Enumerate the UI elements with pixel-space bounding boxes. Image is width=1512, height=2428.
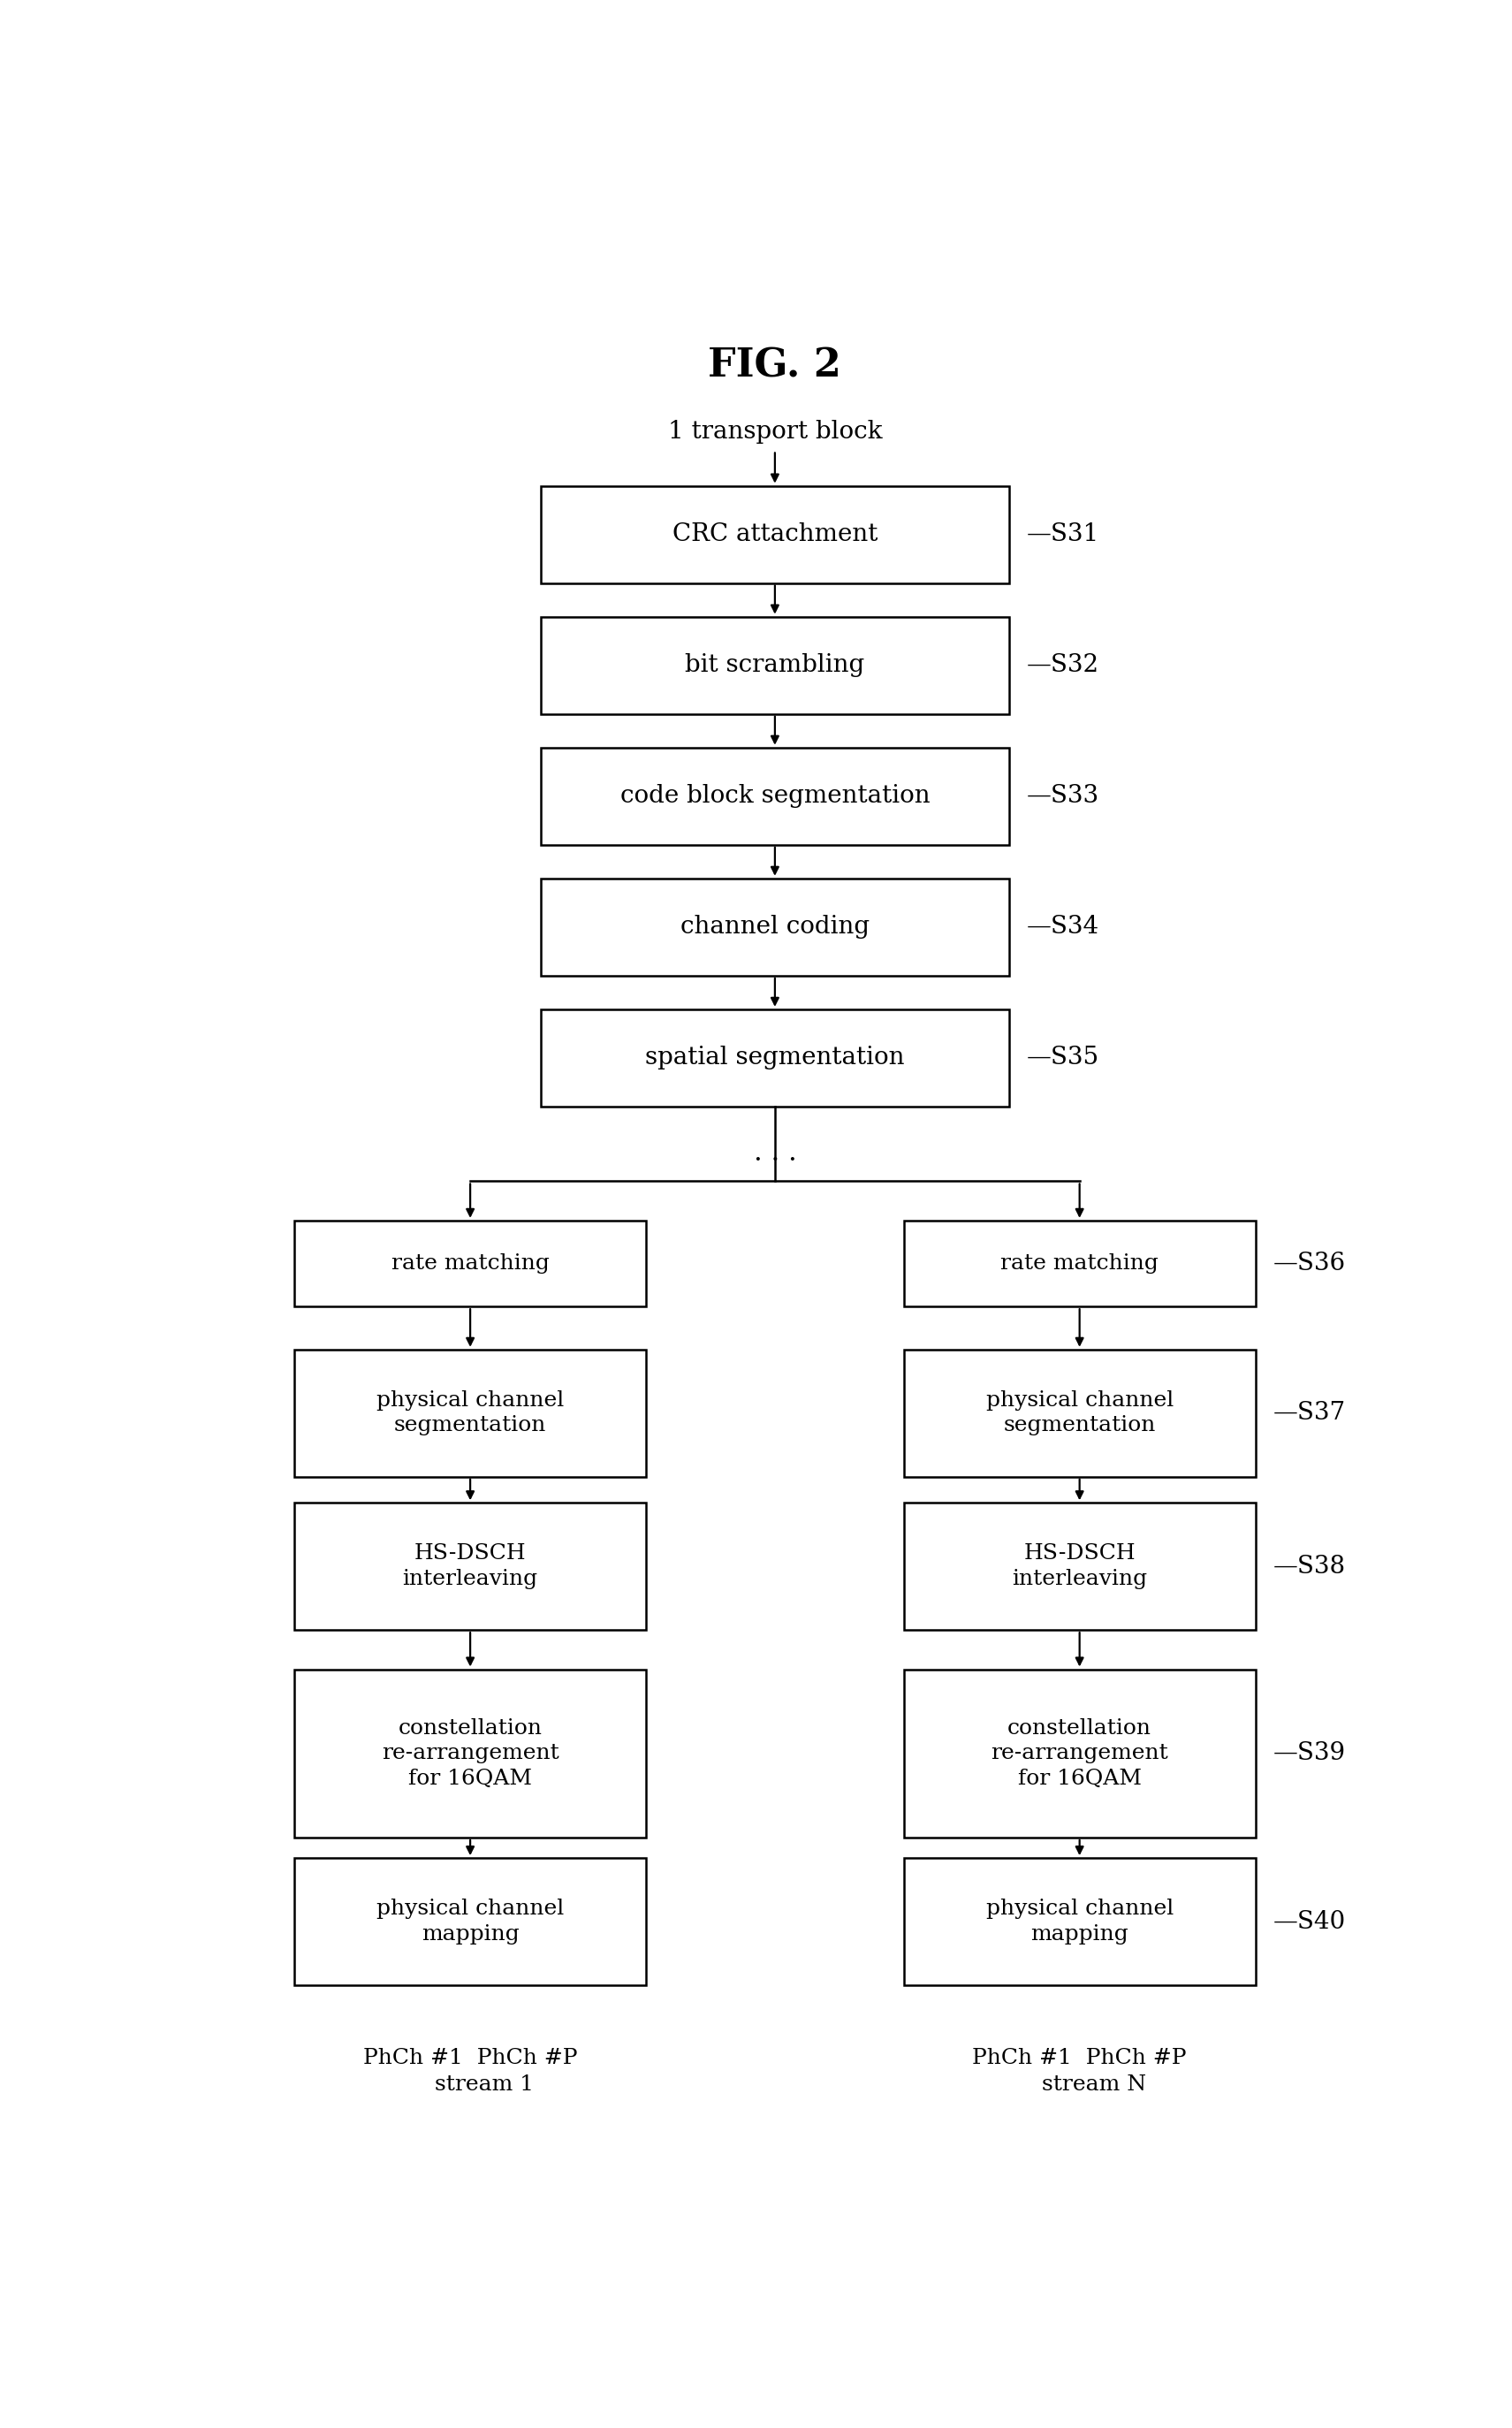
- Text: physical channel
segmentation: physical channel segmentation: [986, 1391, 1173, 1435]
- FancyBboxPatch shape: [295, 1503, 646, 1629]
- Text: —S36: —S36: [1273, 1250, 1346, 1275]
- FancyBboxPatch shape: [295, 1350, 646, 1476]
- Text: spatial segmentation: spatial segmentation: [646, 1046, 904, 1071]
- Text: rate matching: rate matching: [1001, 1253, 1158, 1275]
- Text: —S40: —S40: [1273, 1911, 1346, 1933]
- FancyBboxPatch shape: [904, 1350, 1255, 1476]
- FancyBboxPatch shape: [295, 1668, 646, 1838]
- Text: FIG. 2: FIG. 2: [708, 347, 842, 386]
- FancyBboxPatch shape: [904, 1857, 1255, 1986]
- Text: physical channel
mapping: physical channel mapping: [376, 1899, 564, 1945]
- Text: bit scrambling: bit scrambling: [685, 653, 865, 677]
- Text: —S33: —S33: [1027, 784, 1099, 809]
- Text: rate matching: rate matching: [392, 1253, 549, 1275]
- FancyBboxPatch shape: [541, 879, 1010, 976]
- Text: channel coding: channel coding: [680, 915, 869, 940]
- FancyBboxPatch shape: [295, 1221, 646, 1306]
- Text: physical channel
mapping: physical channel mapping: [986, 1899, 1173, 1945]
- Text: HS-DSCH
interleaving: HS-DSCH interleaving: [1012, 1544, 1148, 1588]
- FancyBboxPatch shape: [541, 486, 1010, 583]
- FancyBboxPatch shape: [904, 1668, 1255, 1838]
- Text: constellation
re-arrangement
for 16QAM: constellation re-arrangement for 16QAM: [381, 1719, 559, 1789]
- Text: constellation
re-arrangement
for 16QAM: constellation re-arrangement for 16QAM: [990, 1719, 1169, 1789]
- FancyBboxPatch shape: [541, 1010, 1010, 1107]
- FancyBboxPatch shape: [904, 1221, 1255, 1306]
- FancyBboxPatch shape: [541, 617, 1010, 714]
- Text: —S39: —S39: [1273, 1741, 1346, 1765]
- Text: —S37: —S37: [1273, 1401, 1346, 1425]
- Text: —S34: —S34: [1027, 915, 1099, 940]
- Text: 1 transport block: 1 transport block: [668, 420, 881, 444]
- Text: code block segmentation: code block segmentation: [620, 784, 930, 809]
- FancyBboxPatch shape: [904, 1503, 1255, 1629]
- Text: PhCh #1  PhCh #P
    stream N: PhCh #1 PhCh #P stream N: [972, 2047, 1187, 2095]
- FancyBboxPatch shape: [295, 1857, 646, 1986]
- Text: PhCh #1  PhCh #P
    stream 1: PhCh #1 PhCh #P stream 1: [363, 2047, 578, 2095]
- Text: —S35: —S35: [1027, 1046, 1099, 1071]
- Text: —S38: —S38: [1273, 1554, 1346, 1578]
- Text: . . .: . . .: [753, 1139, 797, 1168]
- Text: —S31: —S31: [1027, 522, 1099, 546]
- FancyBboxPatch shape: [541, 748, 1010, 845]
- Text: —S32: —S32: [1027, 653, 1099, 677]
- Text: physical channel
segmentation: physical channel segmentation: [376, 1391, 564, 1435]
- Text: CRC attachment: CRC attachment: [673, 522, 877, 546]
- Text: HS-DSCH
interleaving: HS-DSCH interleaving: [402, 1544, 538, 1588]
